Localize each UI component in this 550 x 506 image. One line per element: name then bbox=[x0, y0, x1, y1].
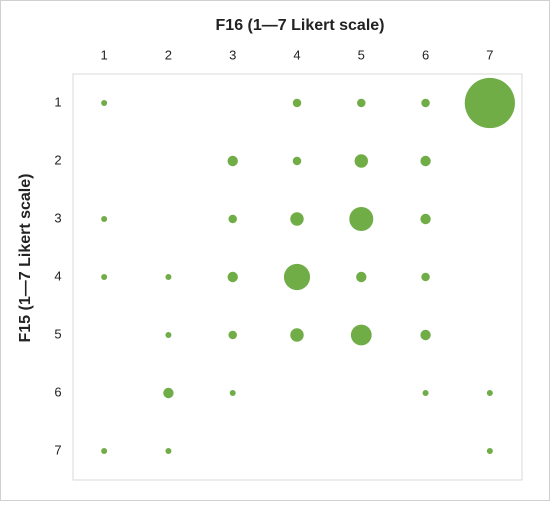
bubble bbox=[165, 332, 172, 338]
bubble bbox=[228, 214, 237, 224]
bubble bbox=[421, 272, 430, 282]
bubble bbox=[165, 448, 172, 454]
bubble bbox=[101, 100, 108, 106]
y-tick-label: 1 bbox=[54, 94, 61, 109]
bubble bbox=[420, 213, 431, 225]
y-tick-label: 3 bbox=[54, 210, 61, 225]
bubble bbox=[464, 77, 515, 129]
bubble bbox=[290, 212, 304, 226]
x-tick-label: 3 bbox=[229, 47, 236, 62]
bubble bbox=[349, 207, 374, 231]
x-tick-label: 6 bbox=[422, 47, 429, 62]
bubble bbox=[229, 390, 236, 396]
bubble bbox=[165, 274, 172, 280]
plot-area bbox=[72, 73, 523, 481]
bubble bbox=[101, 274, 108, 280]
bubble bbox=[421, 98, 430, 108]
y-tick-label: 2 bbox=[54, 152, 61, 167]
x-tick-label: 4 bbox=[293, 47, 300, 62]
y-tick-label: 4 bbox=[54, 268, 61, 283]
bubble bbox=[357, 98, 366, 108]
x-tick-label: 1 bbox=[101, 47, 108, 62]
y-axis-title: F15 (1—7 Likert scale) bbox=[17, 174, 34, 343]
bubble bbox=[227, 271, 238, 283]
bubble bbox=[290, 328, 304, 342]
x-tick-label: 5 bbox=[358, 47, 365, 62]
bubble bbox=[101, 448, 108, 454]
bubble bbox=[163, 387, 174, 399]
bubble bbox=[101, 216, 108, 222]
bubble bbox=[486, 390, 493, 396]
bubble bbox=[227, 155, 238, 167]
bubble bbox=[354, 154, 368, 168]
bubble bbox=[420, 329, 431, 341]
x-tick-label: 7 bbox=[486, 47, 493, 62]
bubble bbox=[420, 155, 431, 167]
bubble bbox=[292, 98, 302, 108]
bubble bbox=[422, 390, 429, 396]
x-tick-label: 2 bbox=[165, 47, 172, 62]
bubble bbox=[350, 324, 372, 346]
bubble bbox=[356, 271, 367, 283]
x-axis-title: F16 (1—7 Likert scale) bbox=[216, 17, 385, 34]
bubble bbox=[486, 448, 493, 454]
bubble bbox=[292, 156, 302, 166]
bubble bbox=[283, 263, 311, 291]
y-tick-label: 7 bbox=[54, 442, 61, 457]
bubble bbox=[228, 330, 237, 340]
y-tick-label: 6 bbox=[54, 384, 61, 399]
y-tick-label: 5 bbox=[54, 326, 61, 341]
